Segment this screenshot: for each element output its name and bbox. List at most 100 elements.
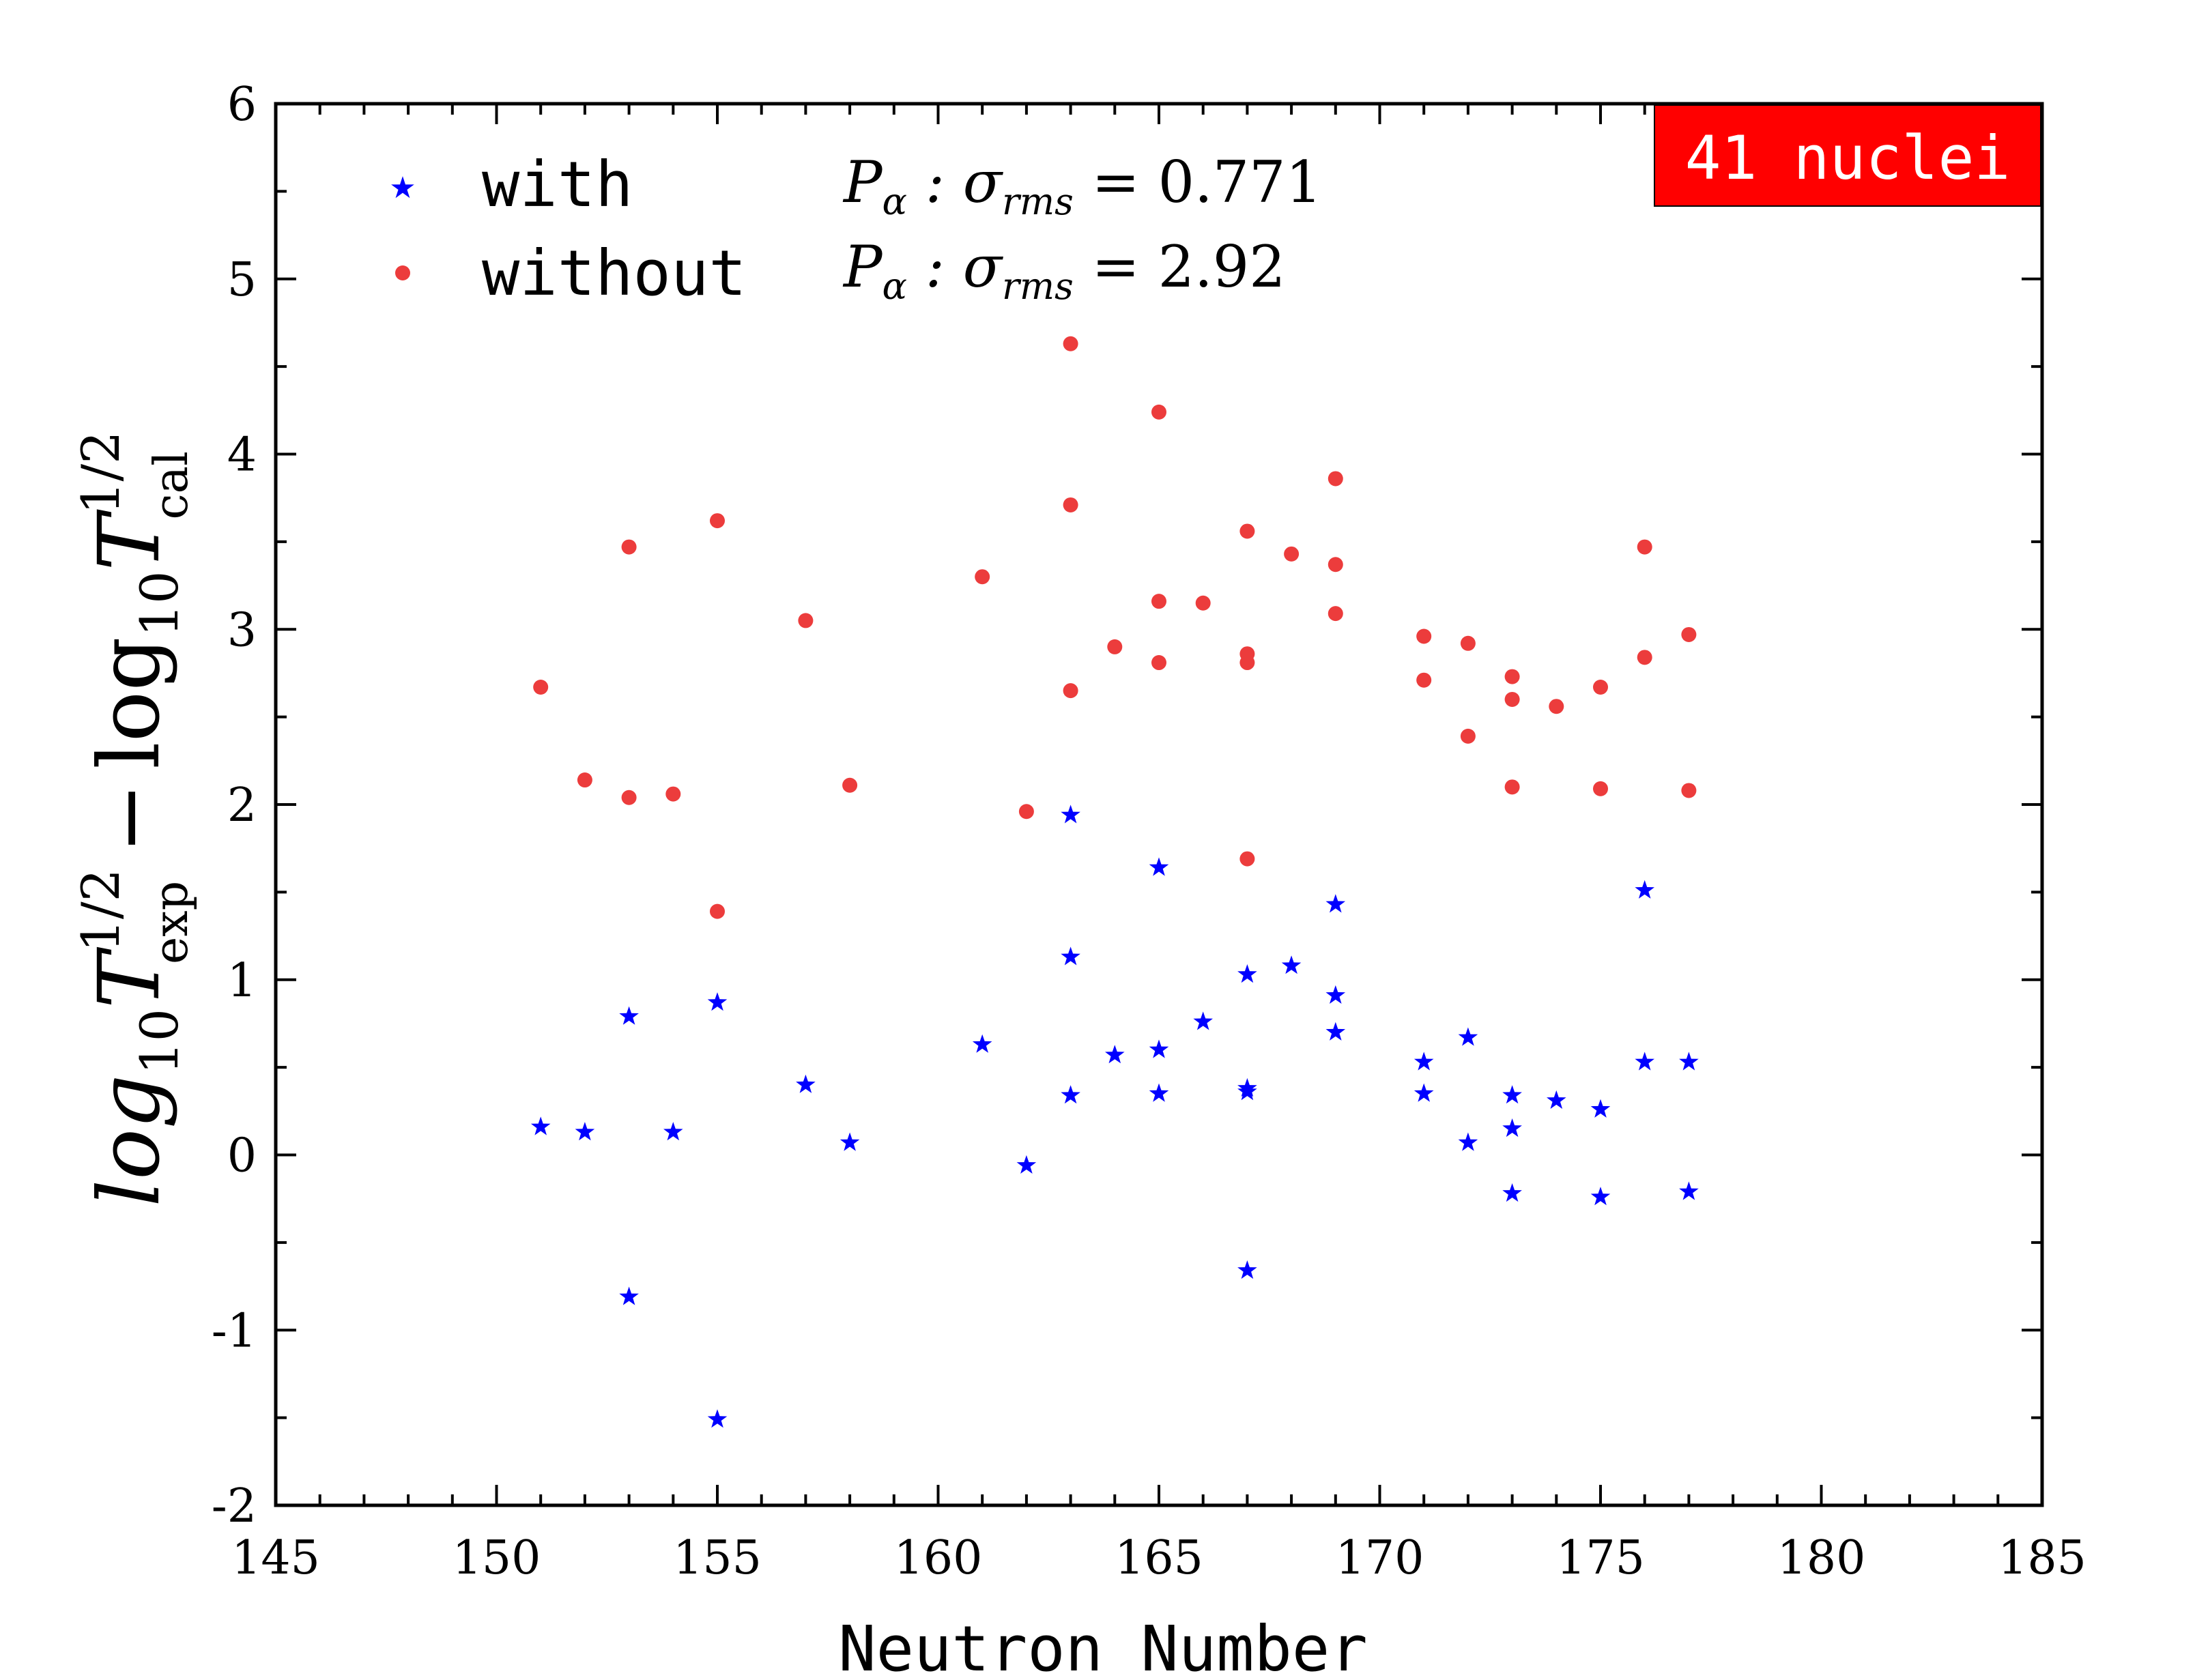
x-tick-label: 165 (1115, 1531, 1203, 1585)
point-with (1061, 946, 1080, 966)
axis-tick-labels: 145 150 155 160 165 170 175 180 185 -2 -1 0 1 2 3 4 5 6 (212, 78, 2086, 1585)
point-without (798, 613, 814, 628)
point-without (1063, 497, 1078, 512)
point-with (1325, 985, 1346, 1004)
point-with (1679, 1052, 1699, 1071)
legend: ★ with Pα : σrms = 0.771 without Pα : σr… (389, 148, 1322, 310)
x-tick-label: 150 (453, 1531, 541, 1585)
point-with (796, 1074, 816, 1093)
legend-label-with: with (482, 148, 633, 221)
point-with (1061, 805, 1080, 824)
point-without (1637, 650, 1652, 665)
point-without (1195, 595, 1211, 611)
point-with (1414, 1083, 1434, 1102)
y-tick-label: 2 (227, 779, 257, 832)
point-with (1325, 894, 1346, 913)
point-with (1237, 964, 1257, 983)
y-tick-label: 4 (227, 429, 257, 482)
legend-stat-with: Pα : σrms = 0.771 (842, 149, 1322, 223)
point-with (1237, 1082, 1257, 1101)
x-tick-label: 145 (231, 1531, 320, 1585)
y-title-minus: − (81, 783, 179, 854)
y-tick-label: 3 (227, 603, 257, 657)
y-tick-label: 0 (227, 1129, 257, 1183)
point-with (619, 1006, 639, 1025)
point-without (1460, 728, 1476, 744)
point-without (621, 539, 637, 555)
point-without (533, 679, 549, 695)
y-title-sup1: 1/2 (70, 869, 131, 952)
point-without (1416, 628, 1432, 644)
legend-label-without: without (482, 237, 747, 310)
point-without (1328, 471, 1343, 487)
point-with (575, 1122, 595, 1141)
point-without (1504, 779, 1520, 795)
point-without (1284, 546, 1300, 562)
point-with (530, 1116, 551, 1135)
point-without (1239, 851, 1255, 867)
point-with (1281, 955, 1302, 974)
point-without (1637, 539, 1652, 555)
point-without (1151, 404, 1166, 420)
point-with (1149, 857, 1169, 876)
point-without (1504, 669, 1520, 684)
point-with (1679, 1181, 1699, 1200)
point-with (1547, 1090, 1566, 1109)
point-with (1325, 1022, 1346, 1041)
point-without (1681, 783, 1697, 798)
point-with (1502, 1085, 1522, 1104)
point-with (840, 1132, 860, 1151)
y-title-sup2: 1/2 (70, 431, 131, 515)
point-with (1635, 1052, 1654, 1071)
point-without (1239, 523, 1255, 539)
data-points (530, 336, 1699, 1428)
point-without (1063, 683, 1078, 699)
point-with (1414, 1052, 1434, 1071)
point-without (1063, 336, 1078, 351)
y-title-sub-exp: exp (145, 881, 199, 964)
y-title-sub2: 10 (129, 571, 190, 637)
point-with (619, 1286, 639, 1305)
x-tick-label: 160 (894, 1531, 983, 1585)
point-with (1061, 1085, 1080, 1104)
y-title-log2: log (81, 637, 179, 769)
point-without (1593, 781, 1608, 796)
point-without (1504, 691, 1520, 707)
point-with (1635, 880, 1654, 899)
point-without (1593, 679, 1608, 695)
plot-frame (274, 102, 2044, 1507)
legend-marker-with: ★ (389, 171, 416, 205)
point-with (1458, 1027, 1478, 1046)
point-with (1193, 1011, 1213, 1030)
point-without (577, 772, 592, 788)
y-tick-label: 1 (227, 954, 257, 1008)
y-axis-title: log10T1/2 exp−log10T1/2 cal (70, 431, 199, 1207)
point-without (1549, 699, 1564, 714)
legend-stat-without: Pα : σrms = 2.92 (842, 233, 1286, 308)
point-with (1590, 1099, 1611, 1118)
point-without (1018, 804, 1034, 820)
point-with (1149, 1083, 1169, 1102)
point-without (1416, 672, 1432, 688)
x-tick-label: 185 (1998, 1531, 2086, 1585)
point-with (1502, 1183, 1522, 1202)
axis-ticks (274, 102, 2043, 1507)
y-tick-label: -1 (212, 1304, 257, 1358)
point-without (710, 903, 725, 919)
point-without (1151, 655, 1166, 671)
x-tick-label: 170 (1336, 1531, 1424, 1585)
point-with (1149, 1039, 1169, 1058)
x-tick-label: 155 (673, 1531, 762, 1585)
point-with (1016, 1155, 1037, 1174)
y-title-log: log (81, 1075, 179, 1207)
y-title-t2: T (81, 509, 179, 571)
point-without (621, 790, 637, 805)
y-title-sub-cal: cal (145, 451, 199, 519)
y-tick-label: 6 (227, 78, 257, 132)
point-with (1458, 1132, 1478, 1151)
point-without (710, 513, 725, 529)
point-without (1328, 557, 1343, 573)
y-title-sub1: 10 (129, 1009, 190, 1075)
